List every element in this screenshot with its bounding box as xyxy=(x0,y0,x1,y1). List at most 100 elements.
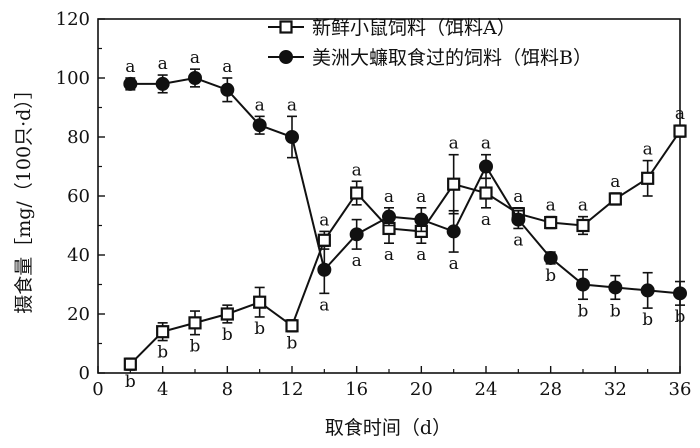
significance-label: a xyxy=(190,48,200,68)
significance-label: a xyxy=(255,95,265,115)
legend: 新鲜小鼠饲料（饵料A） 美洲大蠊取食过的饲料（饵料B） xyxy=(268,17,592,69)
significance-label: a xyxy=(352,251,362,271)
significance-label: a xyxy=(449,134,459,154)
legend-item-feed-a: 新鲜小鼠饲料（饵料A） xyxy=(268,17,516,39)
significance-label: a xyxy=(384,187,394,207)
y-tick-label: 60 xyxy=(67,186,90,207)
data-point xyxy=(673,286,687,301)
significance-label: a xyxy=(610,172,620,192)
data-point xyxy=(479,186,493,200)
x-tick-label: 4 xyxy=(157,379,168,400)
data-point xyxy=(544,215,558,230)
data-point xyxy=(640,283,655,298)
significance-label: a xyxy=(125,57,135,77)
data-point xyxy=(220,307,234,321)
data-point xyxy=(641,171,655,185)
series-line xyxy=(129,130,681,365)
data-point xyxy=(188,71,202,85)
data-point xyxy=(123,357,137,371)
x-tick-label: 8 xyxy=(222,379,233,400)
x-tick-label: 24 xyxy=(475,379,498,400)
data-point xyxy=(123,76,138,91)
series-line xyxy=(130,76,681,295)
data-point xyxy=(382,209,396,224)
x-tick-label: 0 xyxy=(92,379,103,400)
x-tick-label: 36 xyxy=(669,379,692,400)
data-point xyxy=(673,124,687,138)
y-tick-label: 80 xyxy=(67,127,90,148)
significance-label: a xyxy=(449,254,459,274)
significance-label: b xyxy=(287,334,298,354)
significance-label: b xyxy=(222,325,233,345)
data-point xyxy=(317,262,332,277)
significance-label: b xyxy=(675,307,686,327)
significance-label: b xyxy=(190,337,201,357)
significance-label: a xyxy=(319,210,329,230)
significance-label: a xyxy=(481,134,491,154)
y-tick-label: 100 xyxy=(56,68,90,89)
significance-label: a xyxy=(643,140,653,160)
legend-marker xyxy=(279,20,293,34)
significance-label: a xyxy=(416,245,426,265)
data-point xyxy=(350,186,364,200)
significance-label: a xyxy=(352,160,362,180)
data-point xyxy=(511,212,526,227)
data-point xyxy=(608,280,623,295)
data-point xyxy=(252,118,267,133)
significance-label: a xyxy=(158,54,168,74)
legend-item-feed-b: 美洲大蠊取食过的饲料（饵料B） xyxy=(268,47,592,69)
y-tick-label: 0 xyxy=(79,363,90,384)
significance-label: a xyxy=(513,230,523,250)
data-point xyxy=(608,192,622,206)
axes: 0 4 8 12 16 20 24 28 32 36 0 20 40 60 80 100 120 xyxy=(56,9,692,400)
y-tick-label: 120 xyxy=(56,9,90,30)
significance-label: a xyxy=(546,196,556,216)
data-point xyxy=(220,82,235,97)
significance-label: a xyxy=(513,187,523,207)
significance-label: a xyxy=(287,95,297,115)
significance-label: a xyxy=(675,104,685,124)
data-point xyxy=(188,316,202,330)
data-point xyxy=(349,227,364,242)
significance-label: a xyxy=(416,187,426,207)
data-point xyxy=(543,250,558,265)
series-feed-b xyxy=(123,68,687,309)
significance-label: b xyxy=(578,301,589,321)
data-point xyxy=(576,277,590,292)
series-layer xyxy=(123,68,687,371)
data-point xyxy=(317,233,331,247)
significance-label: b xyxy=(545,266,556,286)
data-point xyxy=(155,76,170,91)
data-point xyxy=(576,218,590,233)
significance-label: b xyxy=(157,343,168,363)
data-point xyxy=(446,224,461,239)
significance-label: b xyxy=(642,310,653,330)
data-point xyxy=(447,177,461,191)
significance-labels: a b a b a b a b a b a b a a a a a a a a a a a a a a a b a b a b a b a b xyxy=(125,48,686,392)
x-tick-label: 12 xyxy=(281,379,304,400)
y-axis-title: 摄食量［mg/（100只·d）］ xyxy=(13,80,35,314)
x-tick-label: 28 xyxy=(539,379,562,400)
data-point xyxy=(156,325,170,339)
y-tick-label: 20 xyxy=(67,304,90,325)
significance-label: b xyxy=(125,372,136,392)
significance-label: b xyxy=(254,319,265,339)
significance-label: a xyxy=(578,196,588,216)
x-axis-title: 取食时间（d） xyxy=(325,417,451,439)
legend-marker xyxy=(279,50,293,64)
y-tick-label: 40 xyxy=(67,245,90,266)
legend-label: 美洲大蠊取食过的饲料（饵料B） xyxy=(312,47,592,69)
significance-label: a xyxy=(481,210,491,230)
data-point xyxy=(285,130,299,144)
data-point xyxy=(285,319,299,333)
significance-label: a xyxy=(384,245,394,265)
series-feed-a xyxy=(123,124,687,371)
data-point xyxy=(479,159,493,174)
data-point xyxy=(253,295,267,309)
significance-label: a xyxy=(319,295,329,315)
significance-label: a xyxy=(222,57,232,77)
x-tick-label: 32 xyxy=(604,379,627,400)
x-tick-label: 20 xyxy=(410,379,433,400)
